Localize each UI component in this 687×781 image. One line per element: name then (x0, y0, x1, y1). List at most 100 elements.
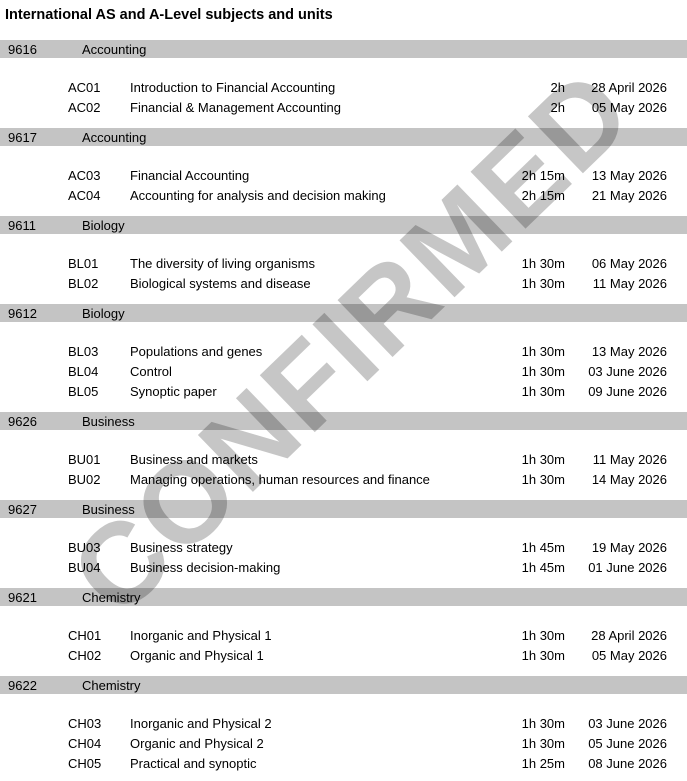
unit-date: 01 June 2026 (588, 560, 667, 575)
unit-rows: CH01 Inorganic and Physical 1 1h 30m 28 … (0, 606, 687, 676)
unit-code: BU02 (68, 472, 101, 487)
unit-date: 06 May 2026 (591, 256, 667, 271)
unit-code: BL05 (68, 384, 99, 399)
unit-code: CH04 (68, 736, 102, 751)
unit-duration: 1h 45m (521, 540, 565, 555)
unit-code: BL02 (68, 276, 99, 291)
unit-code: CH02 (68, 648, 102, 663)
unit-date: 13 May 2026 (591, 168, 667, 183)
unit-row: CH05 Practical and synoptic 1h 25m 08 Ju… (0, 754, 687, 774)
unit-code: BU03 (68, 540, 101, 555)
subject-section: 9611 Biology BL01 The diversity of livin… (0, 216, 687, 304)
unit-row: AC01 Introduction to Financial Accountin… (0, 78, 687, 98)
unit-row: BL04 Control 1h 30m 03 June 2026 (0, 362, 687, 382)
syllabus-code: 9626 (8, 413, 37, 429)
section-header-bar: 9616 Accounting (0, 40, 687, 58)
unit-date: 19 May 2026 (591, 540, 667, 555)
unit-code: BU01 (68, 452, 101, 467)
subject-section: 9626 Business BU01 Business and markets … (0, 412, 687, 500)
unit-date: 05 June 2026 (588, 736, 667, 751)
section-header-bar: 9627 Business (0, 500, 687, 518)
unit-title: Organic and Physical 2 (130, 736, 264, 751)
unit-row: BL05 Synoptic paper 1h 30m 09 June 2026 (0, 382, 687, 402)
subject-name: Business (82, 413, 135, 429)
unit-row: BL02 Biological systems and disease 1h 3… (0, 274, 687, 294)
subject-name: Business (82, 501, 135, 517)
unit-duration: 1h 45m (521, 560, 565, 575)
unit-duration: 1h 30m (521, 364, 565, 379)
subject-section: 9622 Chemistry CH03 Inorganic and Physic… (0, 676, 687, 781)
syllabus-code: 9611 (8, 217, 36, 233)
unit-date: 28 April 2026 (591, 628, 667, 643)
subject-section: 9627 Business BU03 Business strategy 1h … (0, 500, 687, 588)
section-header-bar: 9612 Biology (0, 304, 687, 322)
unit-title: Business strategy (130, 540, 233, 555)
unit-duration: 1h 30m (521, 344, 565, 359)
unit-code: CH03 (68, 716, 102, 731)
unit-code: BU04 (68, 560, 101, 575)
unit-duration: 1h 30m (521, 452, 565, 467)
unit-row: BU01 Business and markets 1h 30m 11 May … (0, 450, 687, 470)
unit-rows: BL03 Populations and genes 1h 30m 13 May… (0, 322, 687, 412)
unit-duration: 1h 30m (521, 736, 565, 751)
unit-title: Inorganic and Physical 2 (130, 716, 272, 731)
syllabus-code: 9627 (8, 501, 37, 517)
unit-date: 05 May 2026 (591, 648, 667, 663)
unit-code: AC02 (68, 100, 101, 115)
unit-rows: CH03 Inorganic and Physical 2 1h 30m 03 … (0, 694, 687, 781)
unit-duration: 1h 30m (521, 716, 565, 731)
unit-code: AC04 (68, 188, 101, 203)
unit-duration: 1h 30m (521, 256, 565, 271)
syllabus-code: 9617 (8, 129, 37, 145)
unit-rows: BU03 Business strategy 1h 45m 19 May 202… (0, 518, 687, 588)
unit-row: CH02 Organic and Physical 1 1h 30m 05 Ma… (0, 646, 687, 666)
page-title: International AS and A-Level subjects an… (5, 7, 333, 23)
unit-date: 14 May 2026 (591, 472, 667, 487)
section-header-bar: 9622 Chemistry (0, 676, 687, 694)
unit-duration: 1h 30m (521, 472, 565, 487)
unit-title: Inorganic and Physical 1 (130, 628, 272, 643)
unit-duration: 2h (550, 80, 565, 95)
unit-date: 08 June 2026 (588, 756, 667, 771)
unit-code: BL01 (68, 256, 99, 271)
unit-duration: 2h 15m (521, 168, 565, 183)
unit-code: AC01 (68, 80, 101, 95)
unit-title: Practical and synoptic (130, 756, 257, 771)
unit-title: Business decision-making (130, 560, 281, 575)
unit-code: BL04 (68, 364, 99, 379)
unit-title: Financial Accounting (130, 168, 250, 183)
subject-name: Biology (82, 305, 125, 321)
unit-row: AC02 Financial & Management Accounting 2… (0, 98, 687, 118)
unit-date: 05 May 2026 (591, 100, 667, 115)
unit-row: BL03 Populations and genes 1h 30m 13 May… (0, 342, 687, 362)
syllabus-code: 9616 (8, 41, 37, 57)
unit-title: Introduction to Financial Accounting (130, 80, 336, 95)
unit-title: Biological systems and disease (130, 276, 311, 291)
subject-name: Chemistry (82, 589, 141, 605)
unit-rows: AC01 Introduction to Financial Accountin… (0, 58, 687, 128)
subject-name: Accounting (82, 41, 147, 57)
unit-duration: 1h 30m (521, 276, 565, 291)
unit-duration: 2h 15m (521, 188, 565, 203)
unit-title: Organic and Physical 1 (130, 648, 264, 663)
unit-title: Managing operations, human resources and… (130, 472, 430, 487)
section-header-bar: 9617 Accounting (0, 128, 687, 146)
unit-duration: 1h 30m (521, 384, 565, 399)
unit-date: 11 May 2026 (592, 276, 667, 291)
subject-section: 9617 Accounting AC03 Financial Accountin… (0, 128, 687, 216)
unit-date: 21 May 2026 (591, 188, 667, 203)
unit-row: BU03 Business strategy 1h 45m 19 May 202… (0, 538, 687, 558)
unit-code: AC03 (68, 168, 101, 183)
subject-section: 9612 Biology BL03 Populations and genes … (0, 304, 687, 412)
section-header-bar: 9611 Biology (0, 216, 687, 234)
unit-code: CH05 (68, 756, 102, 771)
unit-row: AC04 Accounting for analysis and decisio… (0, 186, 687, 206)
unit-date: 03 June 2026 (588, 716, 667, 731)
unit-rows: BL01 The diversity of living organisms 1… (0, 234, 687, 304)
unit-date: 11 May 2026 (592, 452, 667, 467)
section-header-bar: 9626 Business (0, 412, 687, 430)
unit-duration: 1h 30m (521, 628, 565, 643)
syllabus-code: 9621 (8, 589, 37, 605)
unit-title: Financial & Management Accounting (130, 100, 342, 115)
